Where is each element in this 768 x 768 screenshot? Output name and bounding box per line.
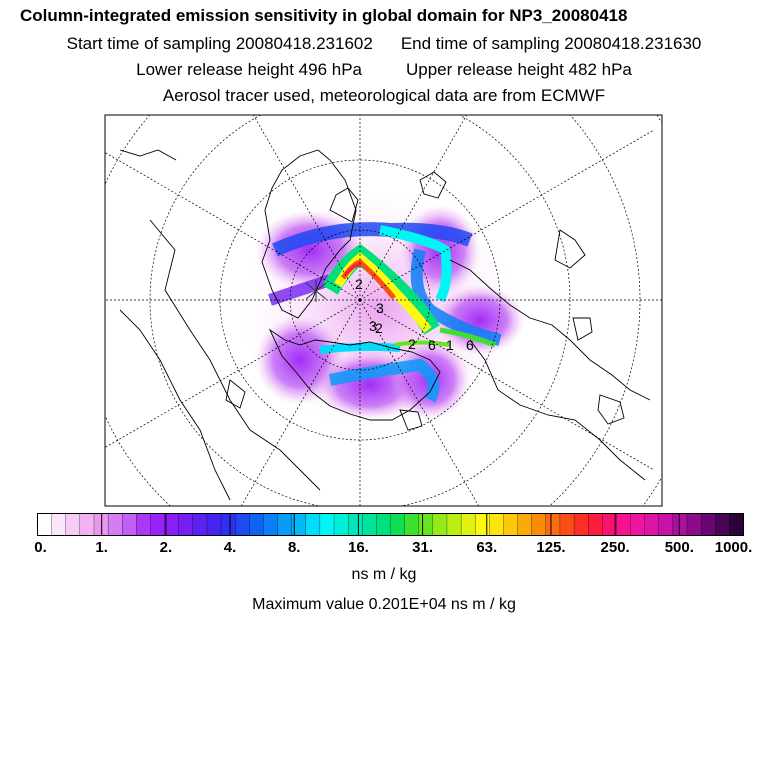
colorbar-tick-label: 0. — [34, 539, 47, 556]
coastlines — [119, 149, 651, 501]
contour-label: 1 — [446, 337, 454, 353]
colorbar-cell — [305, 513, 321, 536]
colorbar-cell — [263, 513, 278, 536]
graticule — [105, 115, 662, 506]
colorbar-cell — [164, 513, 180, 536]
colorbar-cell — [700, 513, 716, 536]
colorbar-cell — [517, 513, 533, 536]
colorbar-cell — [446, 513, 462, 536]
colorbar-cell — [644, 513, 660, 536]
contour-label: 6 — [466, 337, 474, 353]
plot-title: Column-integrated emission sensitivity i… — [20, 6, 628, 25]
colorbar-cell — [333, 513, 349, 536]
contour-label: 2 — [355, 276, 363, 292]
colorbar-cell — [503, 513, 519, 536]
colorbar-cell — [460, 513, 476, 536]
contour-label: 2 — [375, 320, 383, 336]
colorbar-tick-label: 2. — [159, 539, 173, 556]
colorbar — [37, 513, 744, 536]
colorbar-cell — [418, 513, 434, 536]
colorbar-cell — [559, 513, 575, 536]
colorbar-cell — [475, 513, 490, 536]
colorbar-tick-label: 4. — [223, 539, 237, 556]
start-time: Start time of sampling 20080418.231602 — [66, 34, 373, 53]
colorbar-cell — [319, 513, 335, 536]
colorbar-cell — [277, 513, 293, 536]
colorbar-cell — [79, 513, 95, 536]
colorbar-tick-label: 125. — [536, 539, 566, 556]
colorbar-cell — [150, 513, 166, 536]
contour-label: 2 — [408, 336, 416, 352]
units-label: ns m / kg — [351, 566, 417, 583]
colorbar-cell — [489, 513, 504, 536]
colorbar-cell — [235, 513, 250, 536]
colorbar-cell — [206, 513, 222, 536]
contour-labels: 2 3 3 2 2 6 1 6 — [355, 276, 474, 353]
colorbar-cell — [616, 513, 631, 536]
colorbar-cell — [715, 513, 730, 536]
upper-release-height: Upper release height 482 hPa — [406, 60, 632, 79]
colorbar-cell — [376, 513, 391, 536]
release-marker-icon — [305, 280, 327, 302]
map-body: 2 3 3 2 2 6 1 6 — [105, 115, 662, 506]
map-frame — [104, 114, 663, 507]
contour-label: 3 — [376, 300, 384, 316]
colorbar-tick-label: 31. — [412, 539, 434, 556]
colorbar-cell — [249, 513, 264, 536]
colorbar-cell — [531, 513, 547, 536]
colorbar-cell — [545, 513, 561, 536]
colorbar-tick-label: 1000. — [714, 539, 753, 556]
colorbar-cell — [686, 513, 702, 536]
max-value: Maximum value 0.201E+04 ns m / kg — [252, 596, 516, 613]
colorbar-tick-label: 8. — [287, 539, 301, 556]
sampling-times: Start time of sampling 20080418.231602 En… — [0, 34, 768, 54]
contour-label: 3 — [369, 318, 377, 334]
colorbar-cell — [362, 513, 377, 536]
colorbar-tick-label: 250. — [600, 539, 630, 556]
colorbar-cell — [178, 513, 194, 536]
colorbar-tick-label: 63. — [476, 539, 498, 556]
sensitivity-field — [240, 190, 525, 430]
colorbar-cell — [220, 513, 236, 536]
source-note: Aerosol tracer used, meteorological data… — [162, 86, 606, 105]
end-time: End time of sampling 20080418.231630 — [400, 34, 702, 53]
colorbar-cell — [602, 513, 617, 536]
colorbar-cell — [658, 513, 674, 536]
colorbar-cell — [390, 513, 406, 536]
colorbar-cell — [729, 513, 744, 536]
colorbar-cell — [630, 513, 646, 536]
colorbar-tick-label: 1. — [95, 539, 108, 556]
colorbar-cell — [122, 513, 137, 536]
release-heights: Lower release height 496 hPa Upper releas… — [0, 60, 768, 80]
colorbar-tick-label: 16. — [347, 539, 369, 556]
colorbar-cell — [573, 513, 589, 536]
colorbar-cell — [588, 513, 603, 536]
colorbar-cell — [347, 513, 363, 536]
colorbar-cell — [136, 513, 151, 536]
colorbar-cell — [65, 513, 81, 536]
colorbar-cell — [37, 513, 53, 536]
colorbar-tick-label: 500. — [664, 539, 694, 556]
colorbar-cell — [404, 513, 420, 536]
colorbar-cell — [192, 513, 208, 536]
contour-label: 6 — [428, 337, 436, 353]
colorbar-cell — [672, 513, 688, 536]
colorbar-cell — [432, 513, 448, 536]
lower-release-height: Lower release height 496 hPa — [136, 60, 362, 79]
colorbar-cell — [51, 513, 67, 536]
colorbar-cell — [107, 513, 123, 536]
